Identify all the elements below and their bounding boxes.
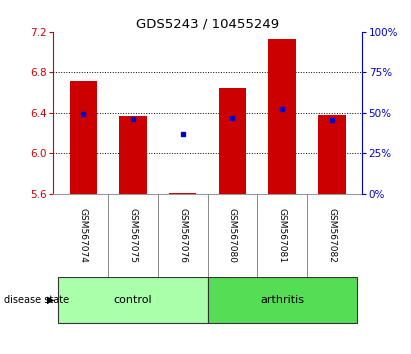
Bar: [58, 278, 208, 322]
Text: GSM567075: GSM567075: [129, 208, 137, 263]
Text: GSM567082: GSM567082: [327, 208, 336, 263]
Bar: [268, 39, 296, 194]
Text: ▶: ▶: [47, 295, 55, 305]
Title: GDS5243 / 10455249: GDS5243 / 10455249: [136, 18, 279, 31]
Bar: [119, 116, 147, 194]
Text: disease state: disease state: [4, 295, 69, 305]
Text: GSM567074: GSM567074: [79, 208, 88, 263]
Text: control: control: [114, 295, 152, 305]
Bar: [69, 80, 97, 194]
Text: arthritis: arthritis: [260, 295, 304, 305]
Bar: [208, 278, 357, 322]
Bar: [169, 193, 196, 194]
Bar: [219, 87, 246, 194]
Text: GSM567081: GSM567081: [278, 208, 286, 263]
Text: GSM567080: GSM567080: [228, 208, 237, 263]
Text: GSM567076: GSM567076: [178, 208, 187, 263]
Bar: [318, 115, 346, 194]
